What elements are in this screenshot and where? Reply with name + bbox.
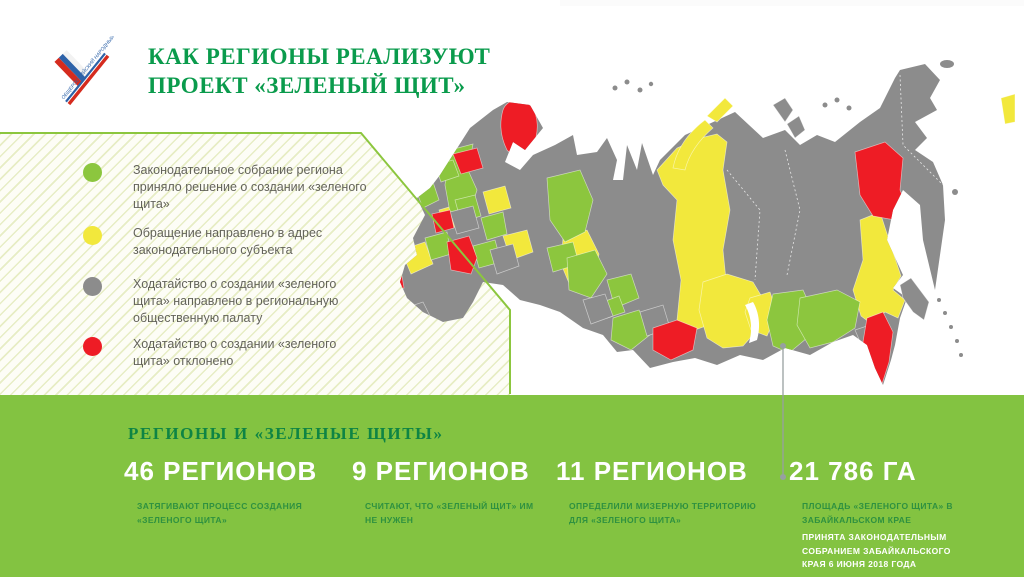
stat-value: 46 РЕГИОНОВ	[124, 456, 318, 486]
map-region	[796, 289, 861, 349]
legend-item-red: Ходатайство о создании «зеленого щита» о…	[83, 336, 383, 370]
legend-label: Ходатайство о создании «зеленого щита» н…	[133, 277, 339, 325]
map-region	[402, 135, 416, 153]
kuril-islands	[959, 353, 963, 357]
map-region	[582, 293, 614, 325]
legend-item-gray: Ходатайство о создании «зеленого щита» н…	[83, 276, 383, 327]
map-region-primorye	[862, 311, 894, 385]
wrangel-island	[940, 60, 954, 68]
karaginsky-island	[952, 189, 958, 195]
stat-caption: ОПРЕДЕЛИЛИ МИЗЕРНУЮ ТЕРРИТОРИЮ ДЛЯ «ЗЕЛЕ…	[569, 501, 757, 525]
region-borders	[726, 74, 944, 281]
green-dot-icon	[83, 163, 102, 182]
map-region	[409, 163, 432, 185]
onf-logo: ОБЩЕРОССИЙСКИЙ НАРОДНЫЙ ФРОНТ	[54, 36, 129, 106]
kuril-islands	[937, 298, 941, 302]
page-title-line2: ПРОЕКТ «ЗЕЛЕНЫЙ ЩИТ»	[148, 73, 466, 98]
franz-josef-land	[612, 85, 618, 91]
legend-label: Законодательное собрание региона приняло…	[133, 163, 367, 211]
legend-item-yellow: Обращение направлено в адрес законодател…	[83, 225, 383, 259]
kuril-islands	[949, 325, 953, 329]
lake-baikal	[745, 302, 760, 343]
stat-value: 9 РЕГИОНОВ	[352, 456, 530, 486]
legend-label: Ходатайство о создании «зеленого щита» о…	[133, 337, 337, 368]
yellow-dot-icon	[83, 226, 102, 245]
franz-josef-land	[624, 79, 630, 85]
map-region	[546, 169, 594, 243]
footer-heading: РЕГИОНЫ И «ЗЕЛЕНЫЕ ЩИТЫ»	[128, 424, 444, 443]
stat-value: 21 786 ГА	[789, 456, 917, 486]
map-legend: Законодательное собрание региона приняло…	[83, 162, 383, 382]
top-strip	[560, 0, 1024, 6]
stat-9-regions: 9 РЕГИОНОВ СЧИТАЮТ, ЧТО «ЗЕЛЕНЫЙ ЩИТ» ИМ…	[352, 456, 540, 527]
stat-caption: ПЛОЩАДЬ «ЗЕЛЕНОГО ЩИТА» В ЗАБАЙКАЛЬСКОМ …	[802, 501, 953, 525]
franz-josef-land	[637, 87, 643, 93]
logo-short-limb	[54, 50, 91, 87]
sakhalin	[899, 277, 930, 321]
kuril-islands	[943, 311, 947, 315]
map-region-murmansk	[500, 100, 538, 156]
stat-value: 11 РЕГИОНОВ	[556, 456, 748, 486]
gray-dot-icon	[83, 277, 102, 296]
page-title-line1: КАК РЕГИОНЫ РЕАЛИЗУЮТ	[148, 44, 491, 69]
new-siberian-islands	[834, 97, 840, 103]
footer-band	[0, 395, 1024, 577]
novaya-zemlya	[706, 97, 734, 123]
stat-46-regions: 46 РЕГИОНОВ ЗАТЯГИВАЮТ ПРОЦЕСС СОЗДАНИЯ …	[124, 456, 337, 527]
severnaya-zemlya	[786, 115, 806, 139]
page-title: КАК РЕГИОНЫ РЕАЛИЗУЮТ ПРОЕКТ «ЗЕЛЕНЫЙ ЩИ…	[148, 42, 490, 100]
map-region	[400, 275, 405, 291]
map-region	[566, 249, 608, 299]
legend-label: Обращение направлено в адрес законодател…	[133, 226, 323, 257]
stat-caption: СЧИТАЮТ, ЧТО «ЗЕЛЕНЫЙ ЩИТ» ИМ НЕ НУЖЕН	[365, 501, 534, 525]
map-region-patches	[400, 74, 944, 385]
stat-21786-ha: 21 786 ГА ПЛОЩАДЬ «ЗЕЛЕНОГО ЩИТА» В ЗАБА…	[789, 456, 970, 572]
stat-caption-secondary: ПРИНЯТА ЗАКОНОДАТЕЛЬНЫМ СОБРАНИЕМ ЗАБАЙК…	[802, 532, 951, 570]
franz-josef-land	[648, 81, 654, 87]
map-region	[852, 211, 906, 326]
legend-item-green: Законодательное собрание региона приняло…	[83, 162, 383, 213]
kuril-islands	[955, 339, 959, 343]
russia-map	[400, 60, 1015, 385]
new-siberian-islands	[822, 102, 828, 108]
severnaya-zemlya	[772, 97, 794, 123]
map-region	[610, 309, 652, 351]
red-dot-icon	[83, 337, 102, 356]
stat-caption: ЗАТЯГИВАЮТ ПРОЦЕСС СОЗДАНИЯ «ЗЕЛЕНОГО ЩИ…	[137, 501, 303, 525]
map-region-tuva	[652, 319, 698, 361]
island-east	[1000, 93, 1015, 125]
stat-11-regions: 11 РЕГИОНОВ ОПРЕДЕЛИЛИ МИЗЕРНУЮ ТЕРРИТОР…	[556, 456, 764, 527]
new-siberian-islands	[846, 105, 852, 111]
novaya-zemlya	[672, 119, 714, 171]
map-islands	[612, 60, 1015, 357]
